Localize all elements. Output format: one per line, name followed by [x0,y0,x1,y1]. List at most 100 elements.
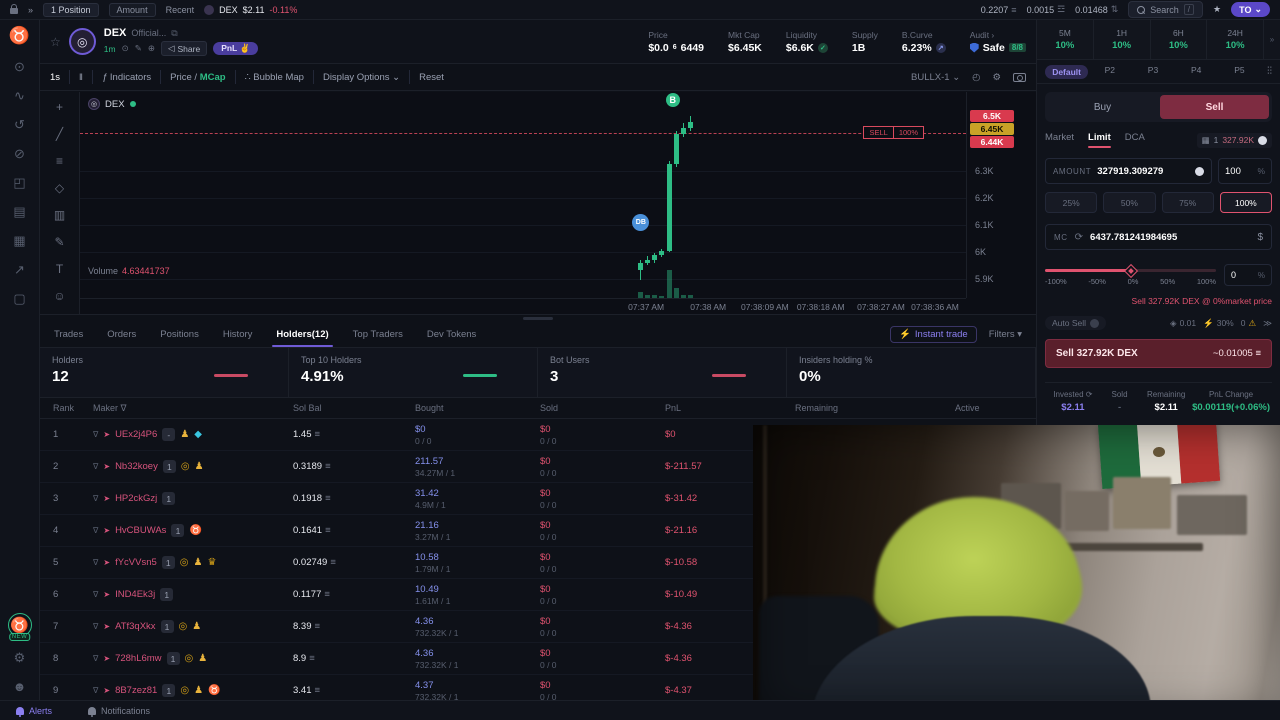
stat-audit[interactable]: Audit › Safe 8/8 [969,30,1026,54]
auto-sell-toggle[interactable]: Auto Sell [1045,316,1107,330]
timeframe-cell[interactable]: 24H 10% [1207,20,1264,59]
account-icon[interactable]: ☻ [12,679,27,694]
alerts-button[interactable]: Alerts [16,706,52,717]
maker-cell[interactable]: ∇ ➤ ATf3qXkx 1 ◎ ♟ [93,620,293,633]
maker-cell[interactable]: ∇ ➤ 8B7zez81 1 ◎ ♟ ♉ [93,684,293,697]
expand-icon[interactable]: » [28,4,34,15]
sidebar-item-icon[interactable]: ⊙ [14,59,25,74]
percent-button[interactable]: 50% [1103,192,1156,213]
chart-preset-dropdown[interactable]: BULLX-1 ⌄ [911,71,961,83]
column-header[interactable]: Remaining [795,403,839,413]
more-settings-icon[interactable]: ≫ [1263,317,1272,328]
timeframe-expand-icon[interactable]: » [1269,35,1275,44]
tab[interactable]: Dev Tokens [426,329,477,340]
column-header[interactable]: Rank [53,403,75,413]
table-row[interactable]: 2 ∇ ➤ Nb32koey 1 ◎ ♟ 0.3189 ≡ 211.57 34.27M / 1 $0 0… [40,451,1036,483]
priority-fee-setting[interactable]: ◈ 0.01 [1170,318,1196,329]
tab[interactable]: Trades [54,329,84,340]
order-type-tab[interactable]: DCA [1124,132,1145,143]
amount-toggle[interactable]: Amount [108,2,156,17]
table-row[interactable]: 5 ∇ ➤ fYcVVsn5 1 ◎ ♟ ♛ 0.02749 ≡ 10.58 1.79M / 1 $0 0… [40,547,1036,579]
drawing-tool-icon[interactable]: ✎ [54,235,65,249]
column-header[interactable]: Sold [540,403,559,413]
watchlist-star-icon[interactable]: ☆ [50,34,61,49]
notifications-button[interactable]: Notifications [88,706,150,717]
fee-metric[interactable]: 0.01468 ⇅ [1075,4,1118,15]
table-row[interactable]: 6 ∇ ➤ IND4Ek3j 1 0.1177 ≡ 10.49 1.61M / 1 $0 0 / 0… [40,579,1036,611]
drawing-tool-icon[interactable]: T [55,262,64,276]
replay-icon[interactable]: ◴ [972,71,981,83]
maker-cell[interactable]: ∇ ➤ HvCBUWAs 1 ♉ [93,524,293,537]
maker-cell[interactable]: ∇ ➤ 728hL6mw 1 ◎ ♟ [93,652,293,665]
maker-cell[interactable]: ∇ ➤ HP2ckGzj 1 [93,492,293,505]
chart-canvas[interactable]: ◎ DEX Volume 4.63441737 SELL 100% B DB [80,92,966,298]
preset-tab[interactable]: P2 [1104,64,1115,75]
table-row[interactable]: 4 ∇ ➤ HvCBUWAs 1 ♉ 0.1641 ≡ 21.16 3.27M / 1 $0 0 / … [40,515,1036,547]
drawing-tool-icon[interactable]: ☺ [53,289,66,303]
maker-cell[interactable]: ∇ ➤ fYcVVsn5 1 ◎ ♟ ♛ [93,556,293,569]
sell-tab[interactable]: Sell [1160,95,1269,119]
pnl-button[interactable]: PnL ✌ [213,42,259,55]
bribe-setting[interactable]: 0 ⚠ [1241,318,1256,329]
positions-chip[interactable]: 1 Position [43,2,99,17]
new-feature-bull-icon[interactable]: ♉ NEW [7,613,32,641]
sidebar-item-icon[interactable]: ▤ [13,204,26,219]
lock-icon[interactable] [10,4,18,14]
link-icon[interactable]: ⊕ [147,43,155,53]
screenshot-camera-icon[interactable] [1013,72,1026,82]
sidebar-item-icon[interactable]: ▦ [13,233,26,248]
order-type-tab[interactable]: Limit [1088,132,1111,148]
timeframe-cell[interactable]: 1H 10% [1094,20,1151,59]
fee-metric[interactable]: 0.0015 ☲ [1027,4,1066,15]
bubble-map-button[interactable]: ∴ Bubble Map [245,72,304,83]
amount-percent-input[interactable]: 100 % [1218,158,1272,184]
drawing-tool-icon[interactable]: ◇ [54,181,65,195]
reset-button[interactable]: Reset [419,71,444,83]
market-cap-input[interactable]: MC ⟳ 6437.781241984695 $ [1045,224,1272,250]
preset-tab[interactable]: Default [1045,64,1089,79]
chart-settings-gear-icon[interactable]: ⚙ [992,71,1001,83]
tab[interactable]: Positions [160,329,199,340]
position-token-chip[interactable]: DEX $2.11 -0.11% [204,4,297,15]
maker-cell[interactable]: ∇ ➤ Nb32koey 1 ◎ ♟ [93,460,293,473]
maker-cell[interactable]: ∇ ➤ IND4Ek3j 1 [93,588,293,601]
token-avatar[interactable]: ◎ [68,28,96,55]
preset-settings-icon[interactable]: ⫶⫶ [1267,66,1272,77]
drawing-tool-icon[interactable]: + [55,100,63,114]
percent-button[interactable]: 75% [1161,192,1214,213]
trigger-price-slider[interactable]: -100% -50% 0% 50% 100% [1045,264,1216,290]
panel-resize-handle[interactable] [40,314,1036,322]
sell-submit-button[interactable]: Sell 327.92K DEX ~0.01005 ≡ [1045,339,1272,368]
tab[interactable]: Top Traders [352,329,403,340]
display-options-dropdown[interactable]: Display Options ⌄ [322,71,401,83]
fee-metric[interactable]: 0.2207 ≡ [981,4,1017,15]
column-header[interactable]: Sol Bal [293,403,322,413]
drawing-tool-icon[interactable]: ≡ [55,154,63,168]
sidebar-item-icon[interactable]: ↺ [14,117,25,132]
copy-address-icon[interactable]: ⧉ [171,27,178,38]
tab[interactable]: Holders(12) [272,322,333,347]
refresh-icon[interactable]: ⟳ [1074,231,1084,243]
settings-gear-icon[interactable]: ⚙ [13,650,26,665]
indicators-button[interactable]: ƒ Indicators [102,72,151,83]
edit-icon[interactable]: ✎ [134,43,142,53]
price-mcap-toggle[interactable]: Price / MCap [170,72,225,83]
column-header[interactable]: PnL [665,403,682,413]
favorites-star-icon[interactable]: ★ [1213,4,1222,14]
order-type-tab[interactable]: Market [1045,132,1075,143]
amount-input[interactable]: AMOUNT 327919.309279 [1045,158,1212,184]
holdings-chip[interactable]: ▦ 1 327.92K [1196,132,1272,148]
recent-toggle[interactable]: Recent [165,4,195,15]
candle-type-icon[interactable]: ‖ [79,71,83,83]
column-header[interactable]: Bought [415,403,444,413]
table-row[interactable]: 7 ∇ ➤ ATf3qXkx 1 ◎ ♟ 8.39 ≡ 4.36 732.32K / 1 $0 0 / … [40,611,1036,643]
tab[interactable]: Orders [107,329,137,340]
tab[interactable]: History [222,329,253,340]
sidebar-item-icon[interactable]: ⊘ [14,146,25,161]
timeframe-cell[interactable]: 6H 10% [1151,20,1208,59]
table-row[interactable]: 3 ∇ ➤ HP2ckGzj 1 0.1918 ≡ 31.42 4.9M / 1 $0 0 / 0 $… [40,483,1036,515]
search-input[interactable]: Search / [1128,1,1204,18]
preset-tab[interactable]: P5 [1234,64,1245,75]
preset-tab[interactable]: P4 [1191,64,1202,75]
column-header[interactable]: Maker ∇ [93,402,127,413]
